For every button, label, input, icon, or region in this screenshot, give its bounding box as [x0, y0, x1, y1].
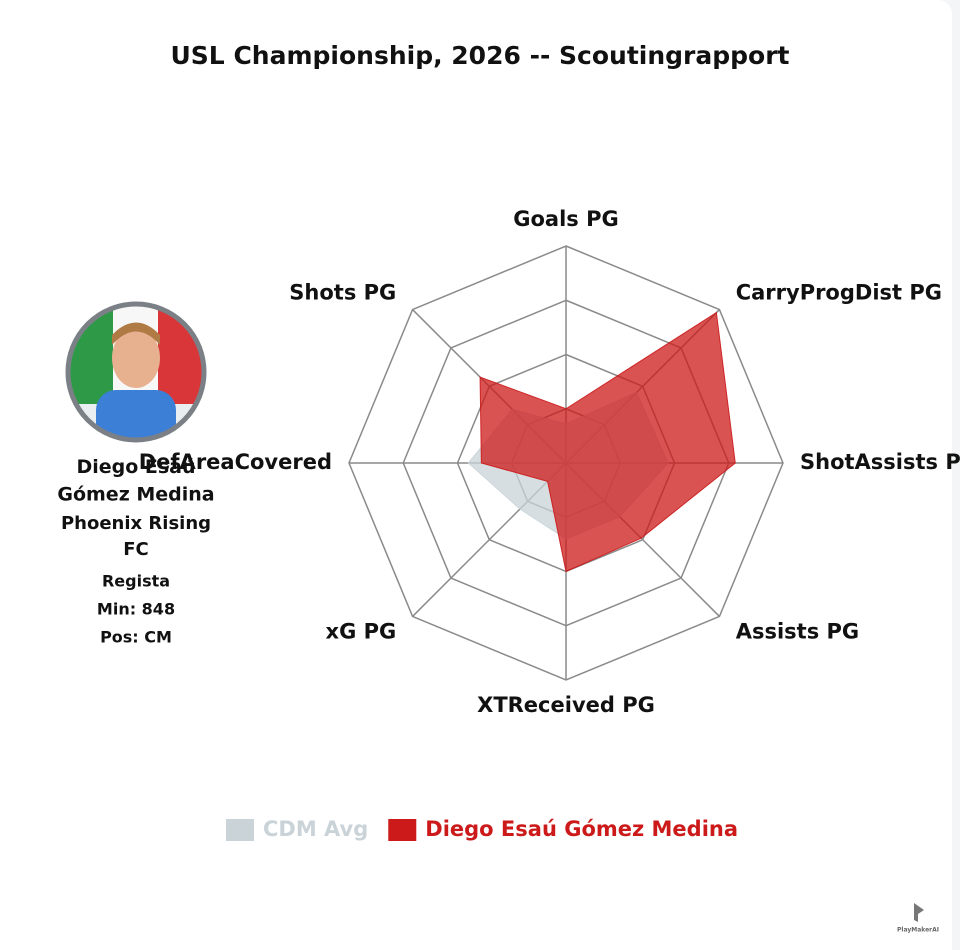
- legend-swatch: [226, 819, 254, 841]
- axis-label: ShotAssists PG: [800, 450, 960, 474]
- watermark: PlayMakerAI: [897, 927, 939, 934]
- axis-label: xG PG: [326, 620, 397, 644]
- legend-label: CDM Avg: [263, 817, 368, 841]
- watermark-logo: [914, 903, 924, 922]
- player-position: Pos: CM: [100, 628, 172, 647]
- player-minutes: Min: 848: [97, 600, 175, 619]
- axis-label: DefAreaCovered: [139, 450, 332, 474]
- player-role: Regista: [102, 572, 170, 591]
- player-name: Diego Esaú Gómez Medina: [57, 456, 214, 506]
- axis-label: Shots PG: [289, 280, 396, 304]
- series-area: [479, 311, 736, 573]
- avatar: [65, 301, 207, 443]
- chart-title: USL Championship, 2026 -- Scoutingrappor…: [171, 41, 790, 70]
- axis-label: Assists PG: [736, 620, 859, 644]
- legend-swatch: [388, 819, 417, 841]
- axis-label: CarryProgDist PG: [736, 280, 942, 304]
- player-team: Phoenix Rising FC: [61, 513, 211, 560]
- axis-label: XTReceived PG: [477, 693, 655, 717]
- axis-label: Goals PG: [513, 207, 618, 231]
- legend-label: Diego Esaú Gómez Medina: [425, 817, 738, 841]
